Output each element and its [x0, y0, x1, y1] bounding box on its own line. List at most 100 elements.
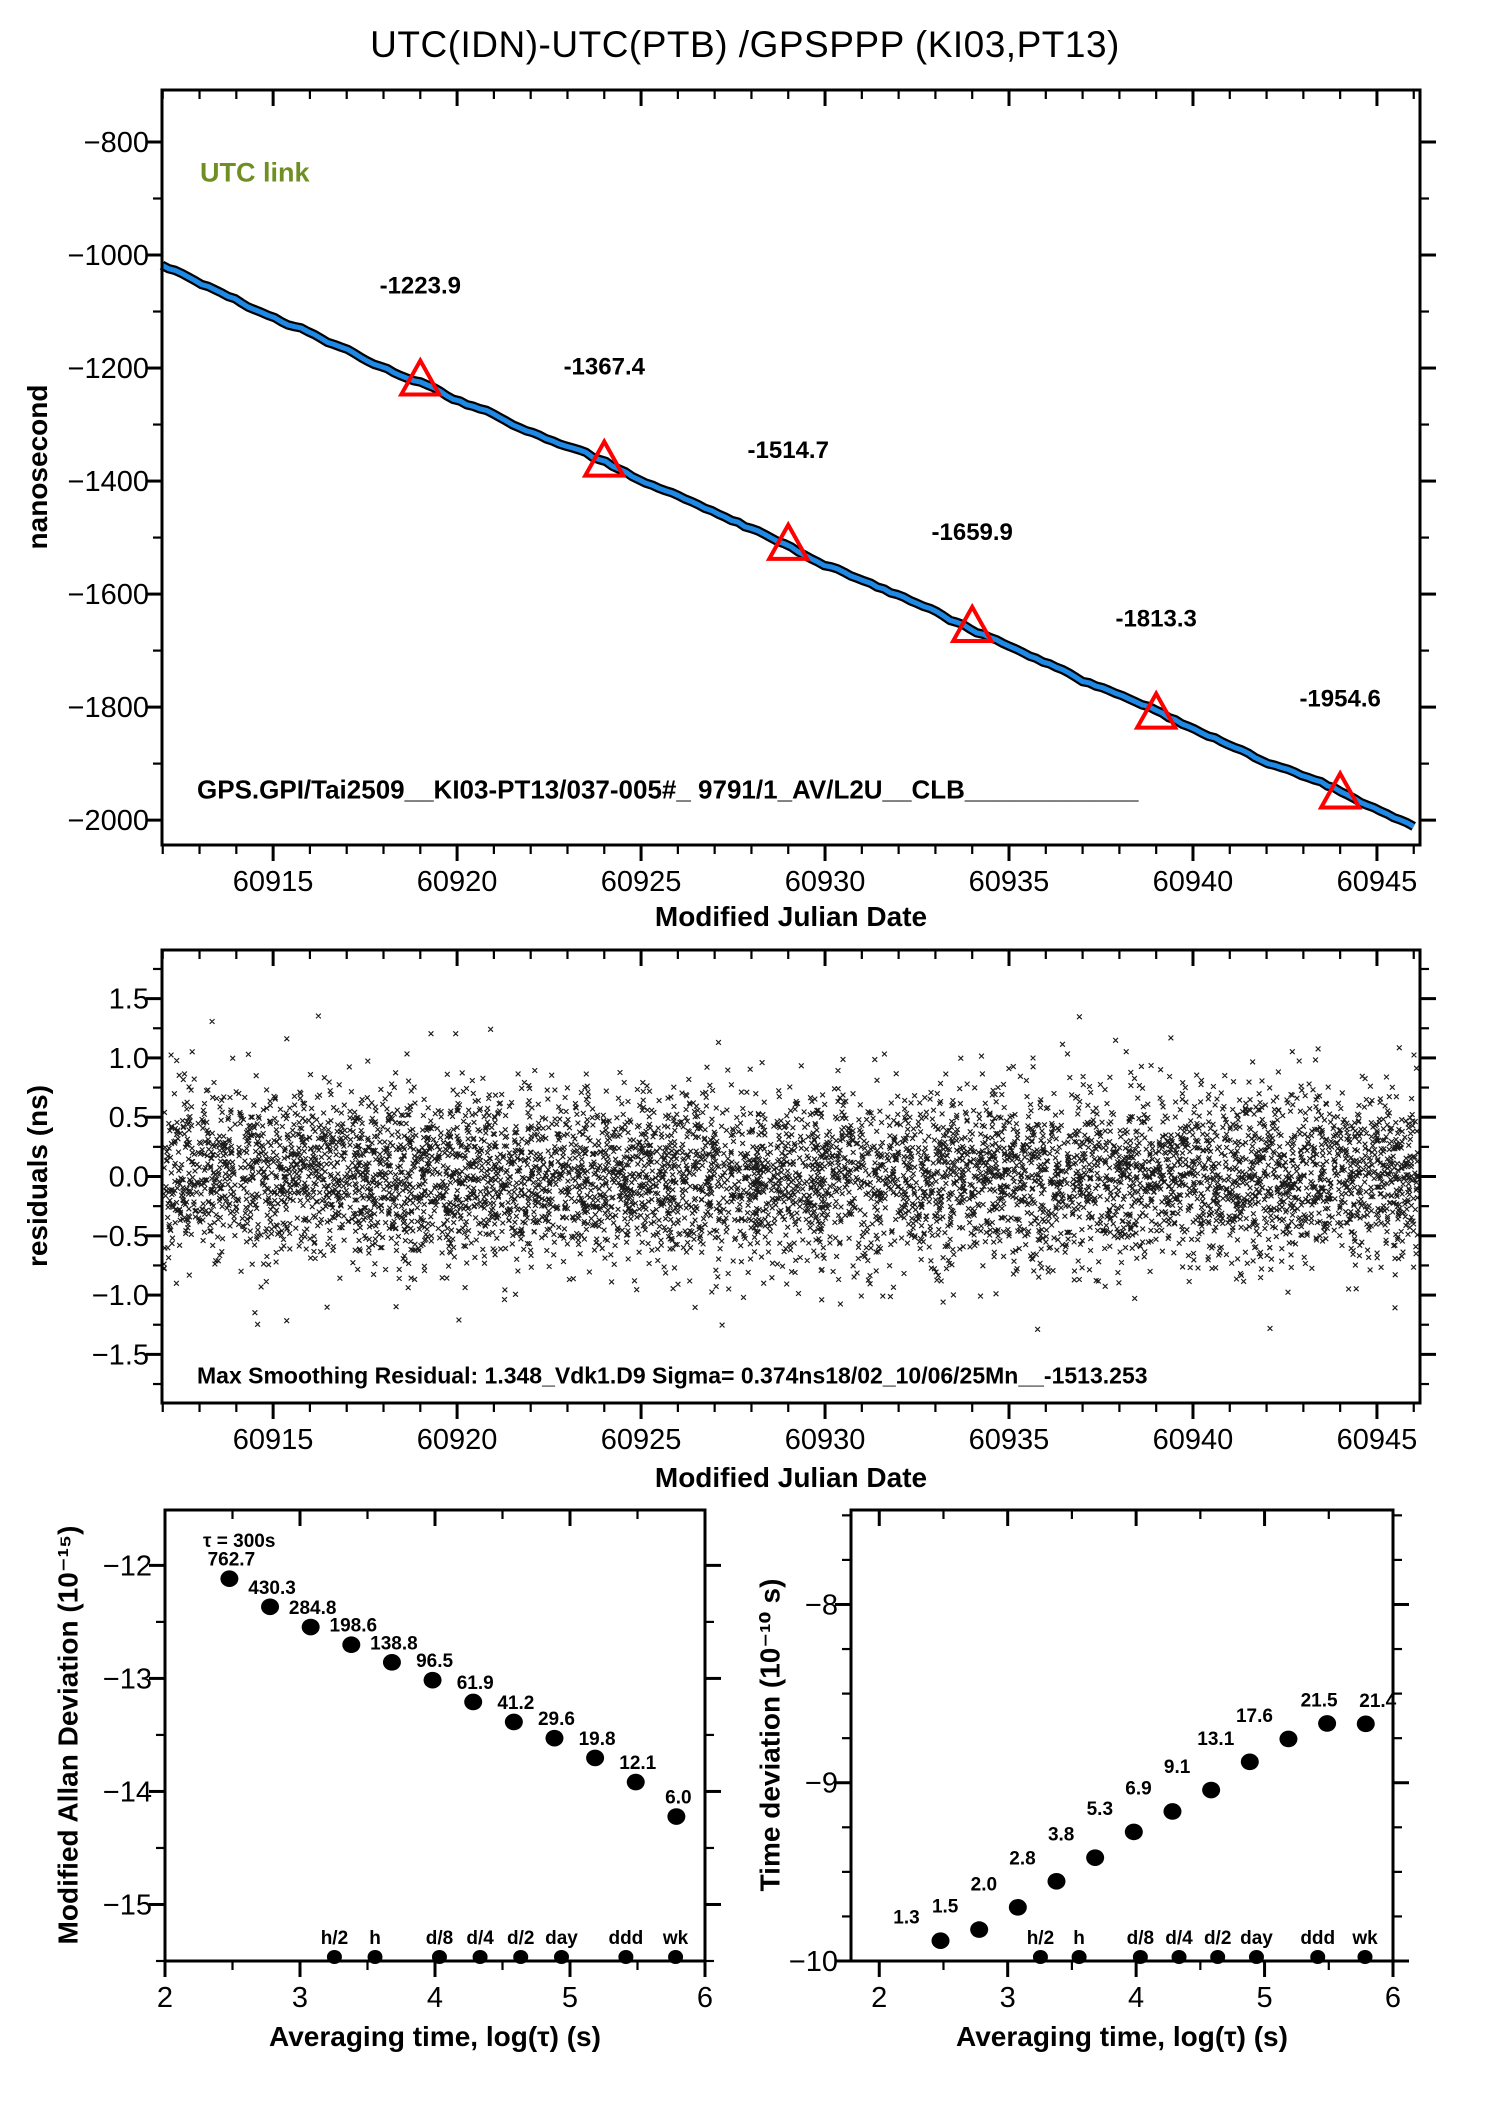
mdev-value-label: 284.8: [289, 1598, 337, 1619]
svg-text:−1600: −1600: [68, 579, 149, 611]
time-marker-label: d/8: [1127, 1928, 1154, 1949]
top-yaxis-title: nanosecond: [22, 384, 53, 550]
svg-text:60925: 60925: [601, 1424, 682, 1456]
time-marker-label: h/2: [1027, 1928, 1054, 1949]
svg-text:−2000: −2000: [68, 805, 149, 837]
svg-text:−12: −12: [103, 1550, 152, 1582]
tdev-yaxis-title: Time deviation (10⁻¹⁰ s): [754, 1578, 786, 1892]
svg-text:−10: −10: [789, 1946, 838, 1978]
svg-text:60925: 60925: [601, 866, 682, 898]
time-marker-label: d/2: [507, 1928, 534, 1949]
tdev-point: [1202, 1781, 1221, 1799]
svg-text:60915: 60915: [233, 1424, 314, 1456]
mdev-point: [667, 1808, 686, 1825]
svg-text:−0.5: −0.5: [92, 1221, 149, 1253]
mdev-value-label: 762.7: [208, 1550, 256, 1571]
time-marker-label: day: [545, 1928, 578, 1949]
svg-text:1.0: 1.0: [109, 1043, 149, 1075]
mdev-point: [261, 1598, 280, 1616]
tdev-point: [1124, 1823, 1143, 1841]
time-marker-label: d/4: [1165, 1928, 1193, 1949]
tdev-value-label: 2.8: [1009, 1848, 1035, 1869]
link-annotation: GPS.GPI/Tai2509__KI03-PT13/037-005#_ 979…: [197, 774, 1139, 805]
mdev-point: [342, 1636, 361, 1654]
smoothing-annotation: Max Smoothing Residual: 1.348_Vdk1.D9 Si…: [197, 1362, 1148, 1389]
svg-text:0.5: 0.5: [109, 1102, 149, 1134]
mdev-point: [301, 1618, 320, 1636]
utc-link-legend: UTC link: [200, 157, 310, 188]
tdev-value-label: 3.8: [1048, 1825, 1074, 1846]
mdev-value-label: 6.0: [665, 1788, 691, 1809]
mdev-point: [464, 1693, 483, 1711]
mdev-value-label: 96.5: [416, 1651, 453, 1672]
tdev-value-label: 21.5: [1301, 1690, 1338, 1711]
marker-value-label: -1659.9: [932, 519, 1013, 546]
marker-value-label: -1813.3: [1115, 606, 1196, 633]
time-marker-label: wk: [662, 1928, 689, 1949]
mdev-point: [504, 1713, 523, 1731]
mdev-point: [586, 1749, 605, 1767]
svg-text:5: 5: [1256, 1982, 1272, 2014]
tdev-value-label: 5.3: [1087, 1799, 1113, 1820]
svg-text:60930: 60930: [785, 866, 866, 898]
svg-text:1.5: 1.5: [109, 984, 149, 1016]
mdev-chart: 2 3 4 5 6 −12 −13 −14 −15 762.7 430.3284.8198.6138…: [103, 1508, 721, 2014]
mdev-value-label: 138.8: [370, 1633, 418, 1654]
triangle-marker: [1133, 689, 1179, 730]
mdev-value-label: 41.2: [497, 1693, 534, 1714]
svg-text:−1000: −1000: [68, 240, 149, 272]
tdev-point: [1279, 1730, 1298, 1748]
svg-text:60945: 60945: [1337, 866, 1418, 898]
tdev-value-label: 1.3: [893, 1908, 919, 1929]
time-marker-label: d/8: [426, 1928, 453, 1949]
svg-text:−1.0: −1.0: [92, 1280, 149, 1312]
svg-text:6: 6: [1385, 1982, 1401, 2014]
tdev-value-label: 21.4: [1359, 1691, 1396, 1712]
tdev-value-label: 13.1: [1197, 1729, 1234, 1750]
triangle-marker: [581, 437, 627, 478]
mdev-point: [382, 1654, 401, 1671]
svg-text:60920: 60920: [417, 1424, 498, 1456]
svg-text:−800: −800: [84, 127, 149, 159]
svg-text:60940: 60940: [1153, 866, 1234, 898]
triangle-marker: [1317, 769, 1363, 810]
svg-text:60930: 60930: [785, 1424, 866, 1456]
residuals-chart: 60915 60920 60925 60930 60935 60940 60945 1.5 1.…: [92, 948, 1436, 1456]
time-marker-label: day: [1240, 1928, 1273, 1949]
tdev-point: [1356, 1715, 1375, 1733]
svg-text:3: 3: [292, 1982, 308, 2014]
svg-text:−1200: −1200: [68, 353, 149, 385]
tdev-point: [970, 1921, 989, 1938]
page-title: UTC(IDN)-UTC(PTB) /GPSPPP (KI03,PT13): [370, 24, 1120, 65]
residuals-xaxis-title: Modified Julian Date: [654, 1462, 928, 1493]
utc-link-chart: 60915 60920 60925 60930 60935 60940 60945 −800 −…: [68, 88, 1436, 898]
residuals-yaxis-title: residuals (ns): [22, 1084, 53, 1268]
mdev-value-label: 29.6: [538, 1709, 575, 1730]
tdev-value-label: 6.9: [1125, 1778, 1151, 1799]
time-marker-label: h: [369, 1928, 381, 1949]
svg-text:−9: −9: [805, 1768, 838, 1800]
top-xaxis-title: Modified Julian Date: [654, 901, 928, 932]
svg-text:−1400: −1400: [68, 466, 149, 498]
tdev-value-label: 1.5: [932, 1897, 959, 1918]
svg-text:−14: −14: [103, 1776, 152, 1808]
svg-text:2: 2: [157, 1982, 173, 2014]
tdev-point: [931, 1932, 950, 1949]
svg-text:3: 3: [1000, 1982, 1016, 2014]
tdev-point: [1008, 1899, 1027, 1916]
tdev-xaxis-title: Averaging time, log(τ) (s): [956, 2021, 1288, 2052]
mdev-xaxis-title: Averaging time, log(τ) (s): [269, 2021, 601, 2052]
triangle-marker: [765, 520, 811, 561]
time-marker-label: d/2: [1204, 1928, 1231, 1949]
time-marker-label: d/4: [466, 1928, 494, 1949]
svg-text:0.0: 0.0: [109, 1162, 149, 1194]
marker-value-label: -1367.4: [564, 354, 646, 381]
marker-value-label: -1514.7: [748, 437, 829, 464]
time-marker-label: wk: [1351, 1928, 1378, 1949]
svg-text:60935: 60935: [969, 866, 1050, 898]
time-marker-label: h: [1073, 1928, 1085, 1949]
tdev-value-label: 9.1: [1164, 1757, 1191, 1778]
mdev-point: [626, 1773, 645, 1791]
svg-text:−8: −8: [805, 1589, 838, 1621]
